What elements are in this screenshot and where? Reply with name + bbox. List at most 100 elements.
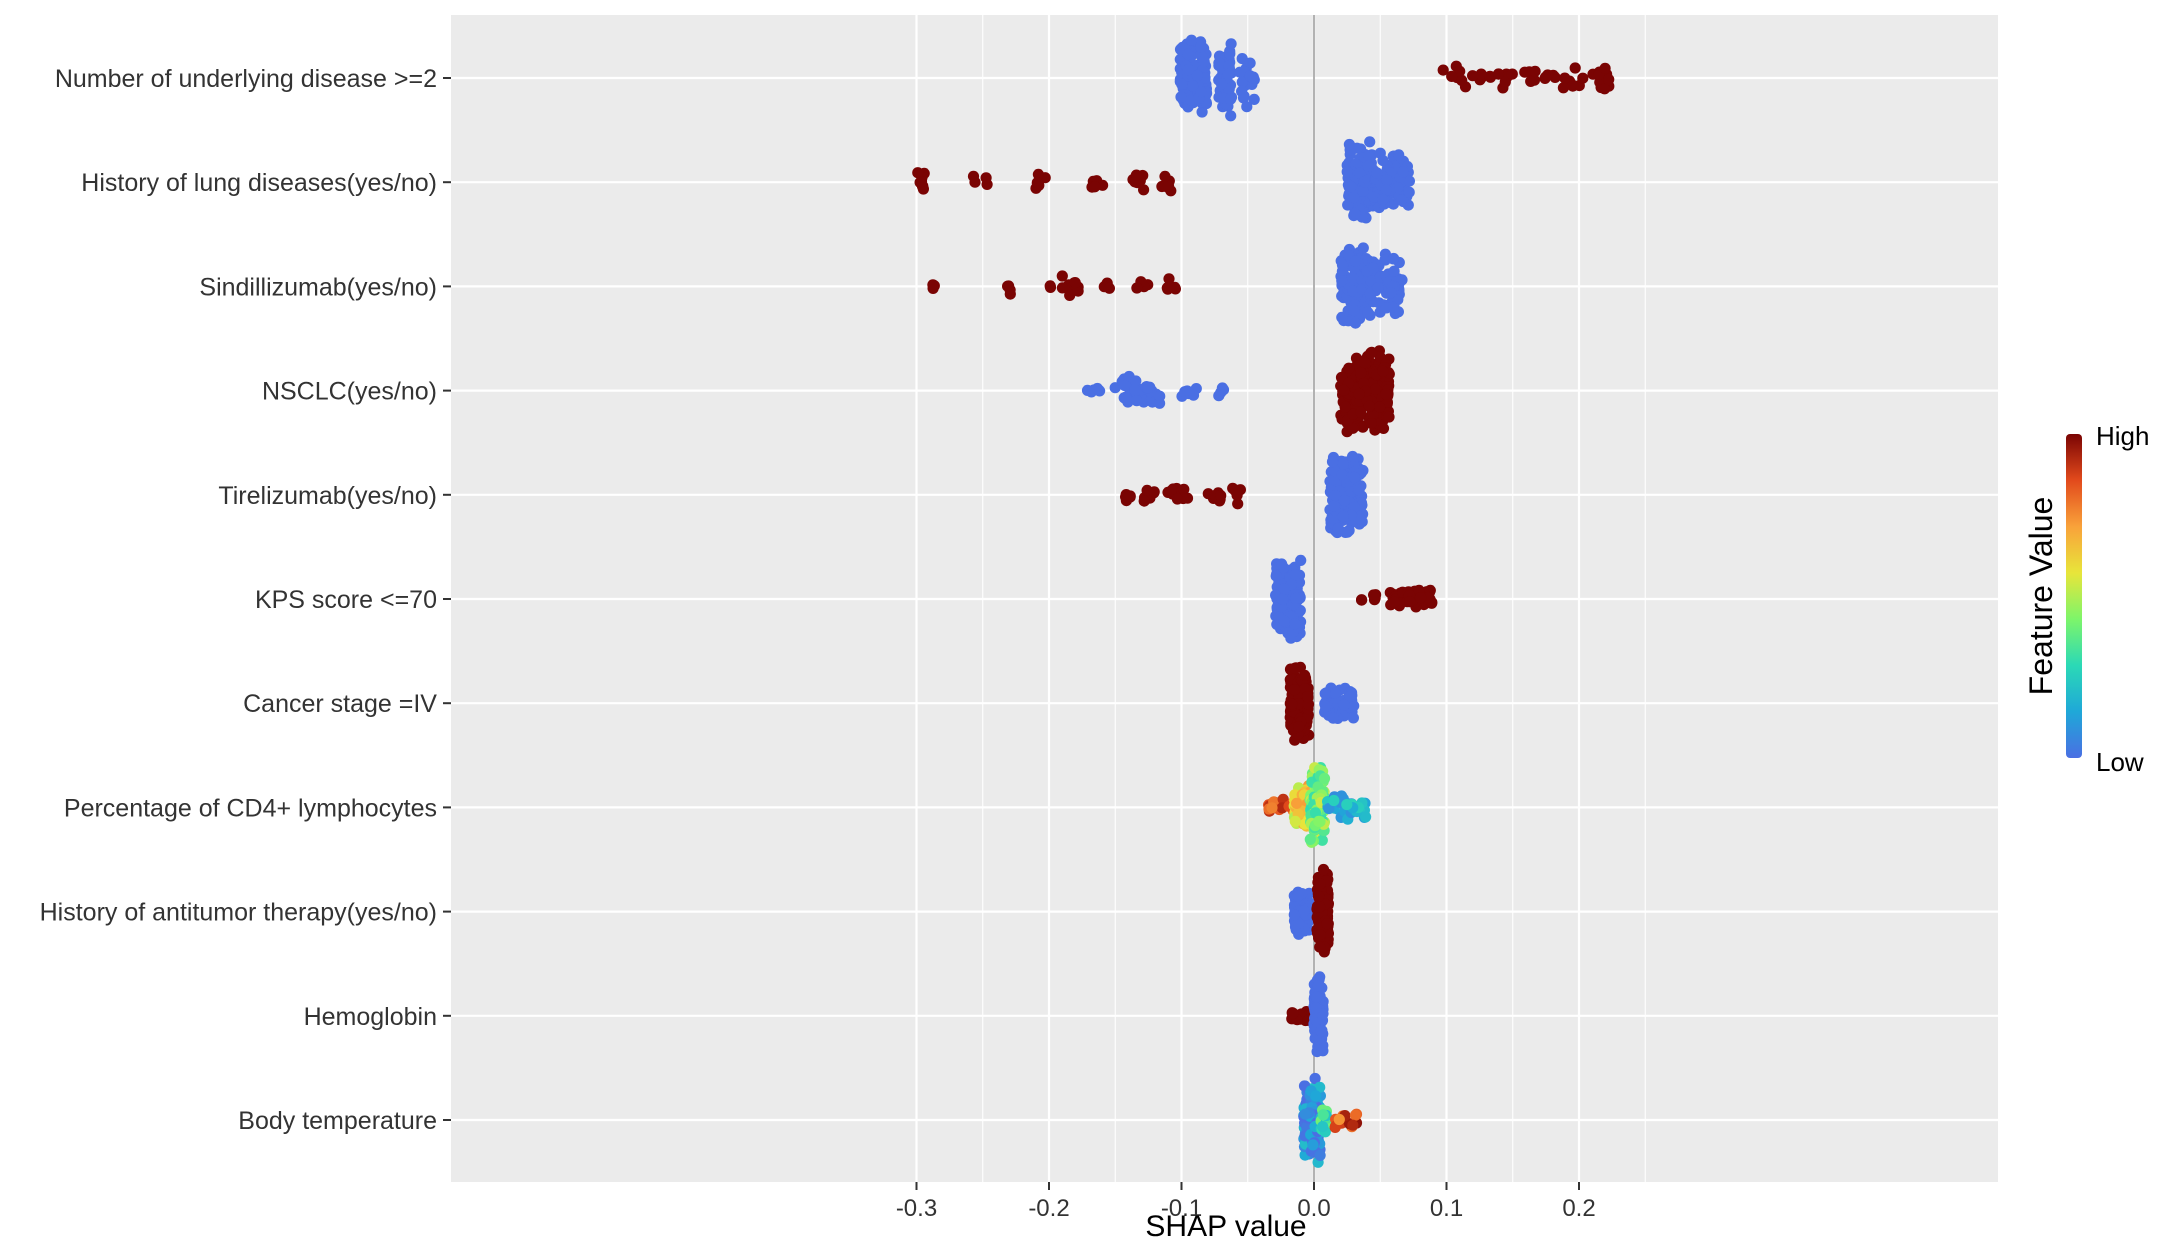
shap-point [1374,401,1386,413]
shap-point [1217,384,1230,396]
shap-point [1312,980,1324,992]
shap-point [1388,596,1400,608]
shap-point [1344,690,1356,703]
shap-point [1475,68,1487,80]
shap-point [1357,242,1369,254]
shap-point [1484,70,1496,82]
shap-point [1492,68,1505,80]
shap-point [1339,401,1351,413]
shap-point [1185,34,1198,46]
shap-point [969,176,981,188]
shap-point [1357,421,1369,433]
shap-point [1364,136,1376,148]
shap-point [1314,941,1326,953]
legend-colorbar [2066,434,2082,758]
shap-point [1120,393,1133,406]
shap-point [1363,150,1375,162]
shap-point [1371,167,1383,179]
shap-point [1130,169,1142,181]
shap-point [1363,400,1375,412]
shap-point [1307,1139,1319,1151]
shap-point [1312,890,1325,903]
shap-point [1437,64,1449,76]
x-tick-label: -0.3 [896,1195,937,1222]
feature-label: Body temperature [238,1107,437,1135]
shap-point [1032,168,1044,180]
shap-point [1393,149,1405,161]
shap-point [1289,618,1301,630]
feature-label: Sindillizumab(yes/no) [199,273,437,301]
shap-point [1295,554,1307,567]
shap-point [1299,1108,1311,1120]
feature-label: Tirelizumab(yes/no) [218,482,437,510]
shap-point [912,167,924,179]
shap-point [1367,262,1379,274]
shap-point [1328,473,1340,485]
shap-point [1569,62,1581,74]
shap-point [1162,180,1175,192]
shap-point [1356,594,1368,606]
shap-point [1314,901,1326,913]
shap-point [1362,306,1374,318]
feature-label: History of lung diseases(yes/no) [81,169,437,197]
shap-point [1349,1109,1362,1121]
shap-point [1380,302,1393,314]
shap-point [1353,167,1366,179]
shap-point [1383,411,1395,423]
shap-point [1328,794,1340,807]
shap-point [1056,270,1068,282]
shap-point [1328,500,1340,512]
shap-point [1337,458,1349,470]
shap-point [1355,406,1367,418]
shap-point [1154,390,1166,402]
shap-point [1069,277,1081,289]
shap-point [1317,1109,1329,1121]
shap-point [1163,281,1176,293]
shap-point [1310,1090,1322,1102]
shap-point [1316,834,1328,846]
shap-point [1347,285,1359,297]
x-tick-label: 0.1 [1430,1195,1463,1222]
shap-point [1349,317,1362,329]
shap-point [1215,78,1228,90]
shap-point [1089,181,1101,193]
feature-label: Percentage of CD4+ lymphocytes [64,794,437,822]
x-tick-label: -0.2 [1028,1195,1069,1222]
shap-point [1341,526,1353,538]
shap-point [1337,510,1349,523]
shap-point [1165,485,1178,497]
color-legend: Feature Value High Low [2023,421,2149,777]
shap-point [1577,72,1589,84]
x-tick-label: 0.2 [1562,1195,1595,1222]
shap-point [1314,878,1326,890]
feature-label: Number of underlying disease >=2 [55,65,437,93]
shap-point [1131,395,1143,407]
feature-label: Hemoglobin [304,1003,437,1031]
shap-point [1317,863,1330,876]
shap-point [1290,592,1302,605]
legend-high-label: High [2096,421,2149,451]
shap-point [1309,807,1322,819]
shap-point [1310,1002,1322,1014]
shap-point [1329,490,1341,502]
shap-point [1454,65,1466,77]
shap-point [1215,490,1227,502]
shap-point [1120,491,1132,503]
shap-point [1336,259,1349,271]
x-axis-ticks: -0.3 -0.2 -0.1 0.0 0.1 0.2 [896,1182,1596,1222]
shap-point [1387,253,1399,265]
shap-point [1336,469,1348,481]
shap-point [1291,797,1303,810]
shap-point [1187,80,1199,92]
shap-point [1287,1007,1299,1019]
x-axis-title: SHAP value [1145,1210,1306,1243]
shap-point [1319,700,1332,712]
shap-point [1380,184,1392,196]
shap-point [1319,688,1331,700]
shap-point [1403,175,1415,187]
shap-point [1347,712,1359,724]
shap-point [1349,255,1361,267]
shap-point [1182,48,1194,61]
shap-point [980,172,992,184]
shap-point [1377,422,1390,434]
